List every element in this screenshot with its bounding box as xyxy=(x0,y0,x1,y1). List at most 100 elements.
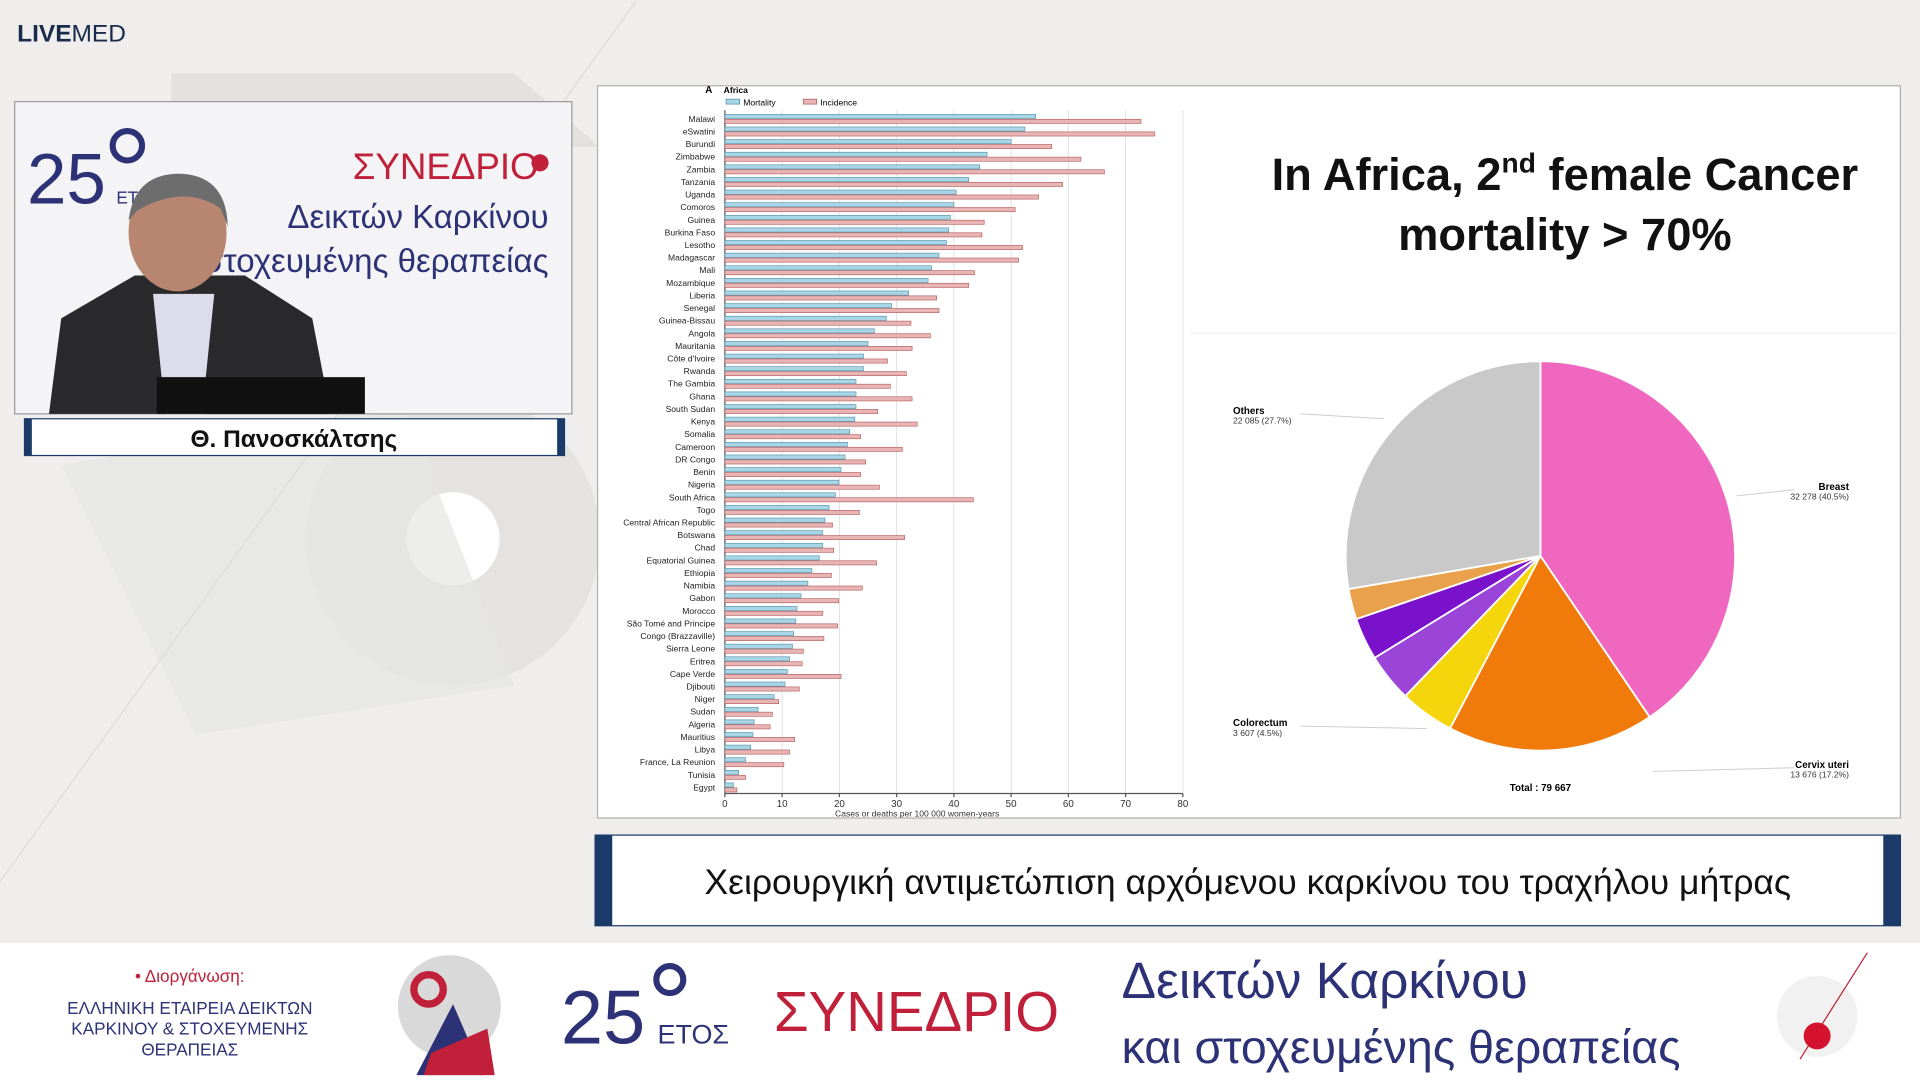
bar xyxy=(724,227,950,233)
y-tick-label: Libya xyxy=(695,745,716,755)
pie-slice xyxy=(1448,554,1651,752)
bar xyxy=(724,454,846,460)
bar xyxy=(724,593,802,599)
y-tick-label: Uganda xyxy=(685,190,715,200)
caption: Χειρουργική αντιμετώπιση αρχόμενου καρκί… xyxy=(704,862,1791,902)
x-tick-label: 10 xyxy=(777,799,788,810)
y-tick-label: South Sudan xyxy=(666,404,716,414)
bar xyxy=(724,744,751,750)
bar xyxy=(724,371,907,377)
caption-bar-end xyxy=(1883,835,1901,926)
slice-label: Breast xyxy=(1819,482,1850,493)
bar xyxy=(724,409,879,414)
x-tick-label: 70 xyxy=(1120,799,1131,810)
bar xyxy=(724,214,951,220)
slice-value-label: 13 676 (17.2%) xyxy=(1790,770,1849,780)
emblem xyxy=(397,955,501,1058)
bar xyxy=(724,711,773,717)
y-tick-label: Cape Verde xyxy=(670,669,715,679)
bar xyxy=(724,522,833,528)
slice-value-label: 32 278 (40.5%) xyxy=(1790,492,1849,502)
bar xyxy=(724,585,863,591)
y-tick-label: Gabon xyxy=(689,593,715,603)
y-tick-label: Somalia xyxy=(684,429,715,439)
bar xyxy=(724,404,857,409)
bar xyxy=(724,610,824,616)
emblem-shape xyxy=(423,1028,495,1076)
footer-dot xyxy=(1803,1022,1831,1050)
y-tick-label: Ghana xyxy=(689,391,715,401)
bar xyxy=(724,328,875,334)
x-tick-label: 30 xyxy=(891,799,902,810)
bar xyxy=(724,114,1037,119)
bar xyxy=(724,278,929,283)
y-tick-label: Botswana xyxy=(677,530,715,540)
slice-label: Cervix uteri xyxy=(1795,760,1849,771)
bar xyxy=(724,631,794,637)
y-tick-label: Eritrea xyxy=(690,656,715,666)
bar xyxy=(724,333,931,339)
chart-title: Africa xyxy=(724,85,749,95)
bar xyxy=(724,303,892,309)
bar xyxy=(724,378,857,384)
bar xyxy=(724,555,820,561)
bar xyxy=(724,257,1019,263)
bar xyxy=(724,194,1039,200)
x-tick-label: 20 xyxy=(834,799,845,810)
bar xyxy=(724,681,786,687)
footer-years: 25 xyxy=(561,975,645,1060)
slice-value-label: 3 607 (4.5%) xyxy=(1233,728,1282,738)
bar xyxy=(724,737,796,742)
bar xyxy=(724,749,790,755)
bar xyxy=(724,118,1142,124)
y-tick-label: Congo (Brazzaville) xyxy=(640,631,715,641)
bar xyxy=(724,202,955,208)
y-tick-label: Côte d'Ivoire xyxy=(667,354,715,364)
bar xyxy=(724,757,746,763)
bar xyxy=(724,308,940,313)
decor xyxy=(61,404,515,735)
bar xyxy=(724,421,918,427)
y-tick-label: Madagascar xyxy=(668,253,715,263)
y-tick-label: Mauritius xyxy=(680,732,715,742)
y-tick-label: Chad xyxy=(695,543,716,553)
backdrop-event: ΣΥΝΕΔΡΙΟ xyxy=(353,146,539,187)
bar xyxy=(724,434,861,440)
y-tick-label: Guinea-Bissau xyxy=(659,316,715,326)
x-tick-label: 80 xyxy=(1177,799,1188,810)
bar xyxy=(724,391,857,397)
y-tick-label: Mauritania xyxy=(675,341,715,351)
name-bar-end xyxy=(557,418,565,456)
y-tick-label: Malawi xyxy=(688,114,715,124)
bar xyxy=(724,724,771,730)
bar xyxy=(724,686,800,692)
bar xyxy=(724,770,739,775)
y-tick-label: Comoros xyxy=(680,202,715,212)
bar xyxy=(724,484,880,490)
leader-line xyxy=(1300,413,1384,420)
bar xyxy=(724,182,1063,187)
bar xyxy=(724,560,877,566)
x-tick-label: 0 xyxy=(722,799,728,810)
backdrop-dot xyxy=(531,154,549,172)
bar xyxy=(724,547,834,553)
bar xyxy=(724,219,985,225)
bar xyxy=(724,542,824,548)
y-tick-label: Egypt xyxy=(693,782,716,792)
y-tick-label: Rwanda xyxy=(684,366,716,376)
y-tick-label: The Gambia xyxy=(668,379,715,389)
footer-line2: και στοχευμένης θεραπείας xyxy=(1122,1021,1681,1073)
backdrop-circle xyxy=(109,127,146,164)
y-tick-label: Equatorial Guinea xyxy=(647,555,716,565)
slice-label: Colorectum xyxy=(1233,718,1288,729)
bar xyxy=(724,648,804,654)
bar xyxy=(724,510,860,515)
bar xyxy=(724,492,836,498)
x-axis-label: Cases or deaths per 100 000 women-years xyxy=(835,809,999,819)
y-tick-label: Kenya xyxy=(691,417,716,427)
bar xyxy=(724,530,824,536)
bar xyxy=(724,252,940,258)
caption-bar-end xyxy=(595,835,613,926)
logo-bold: LIVE xyxy=(17,21,71,48)
